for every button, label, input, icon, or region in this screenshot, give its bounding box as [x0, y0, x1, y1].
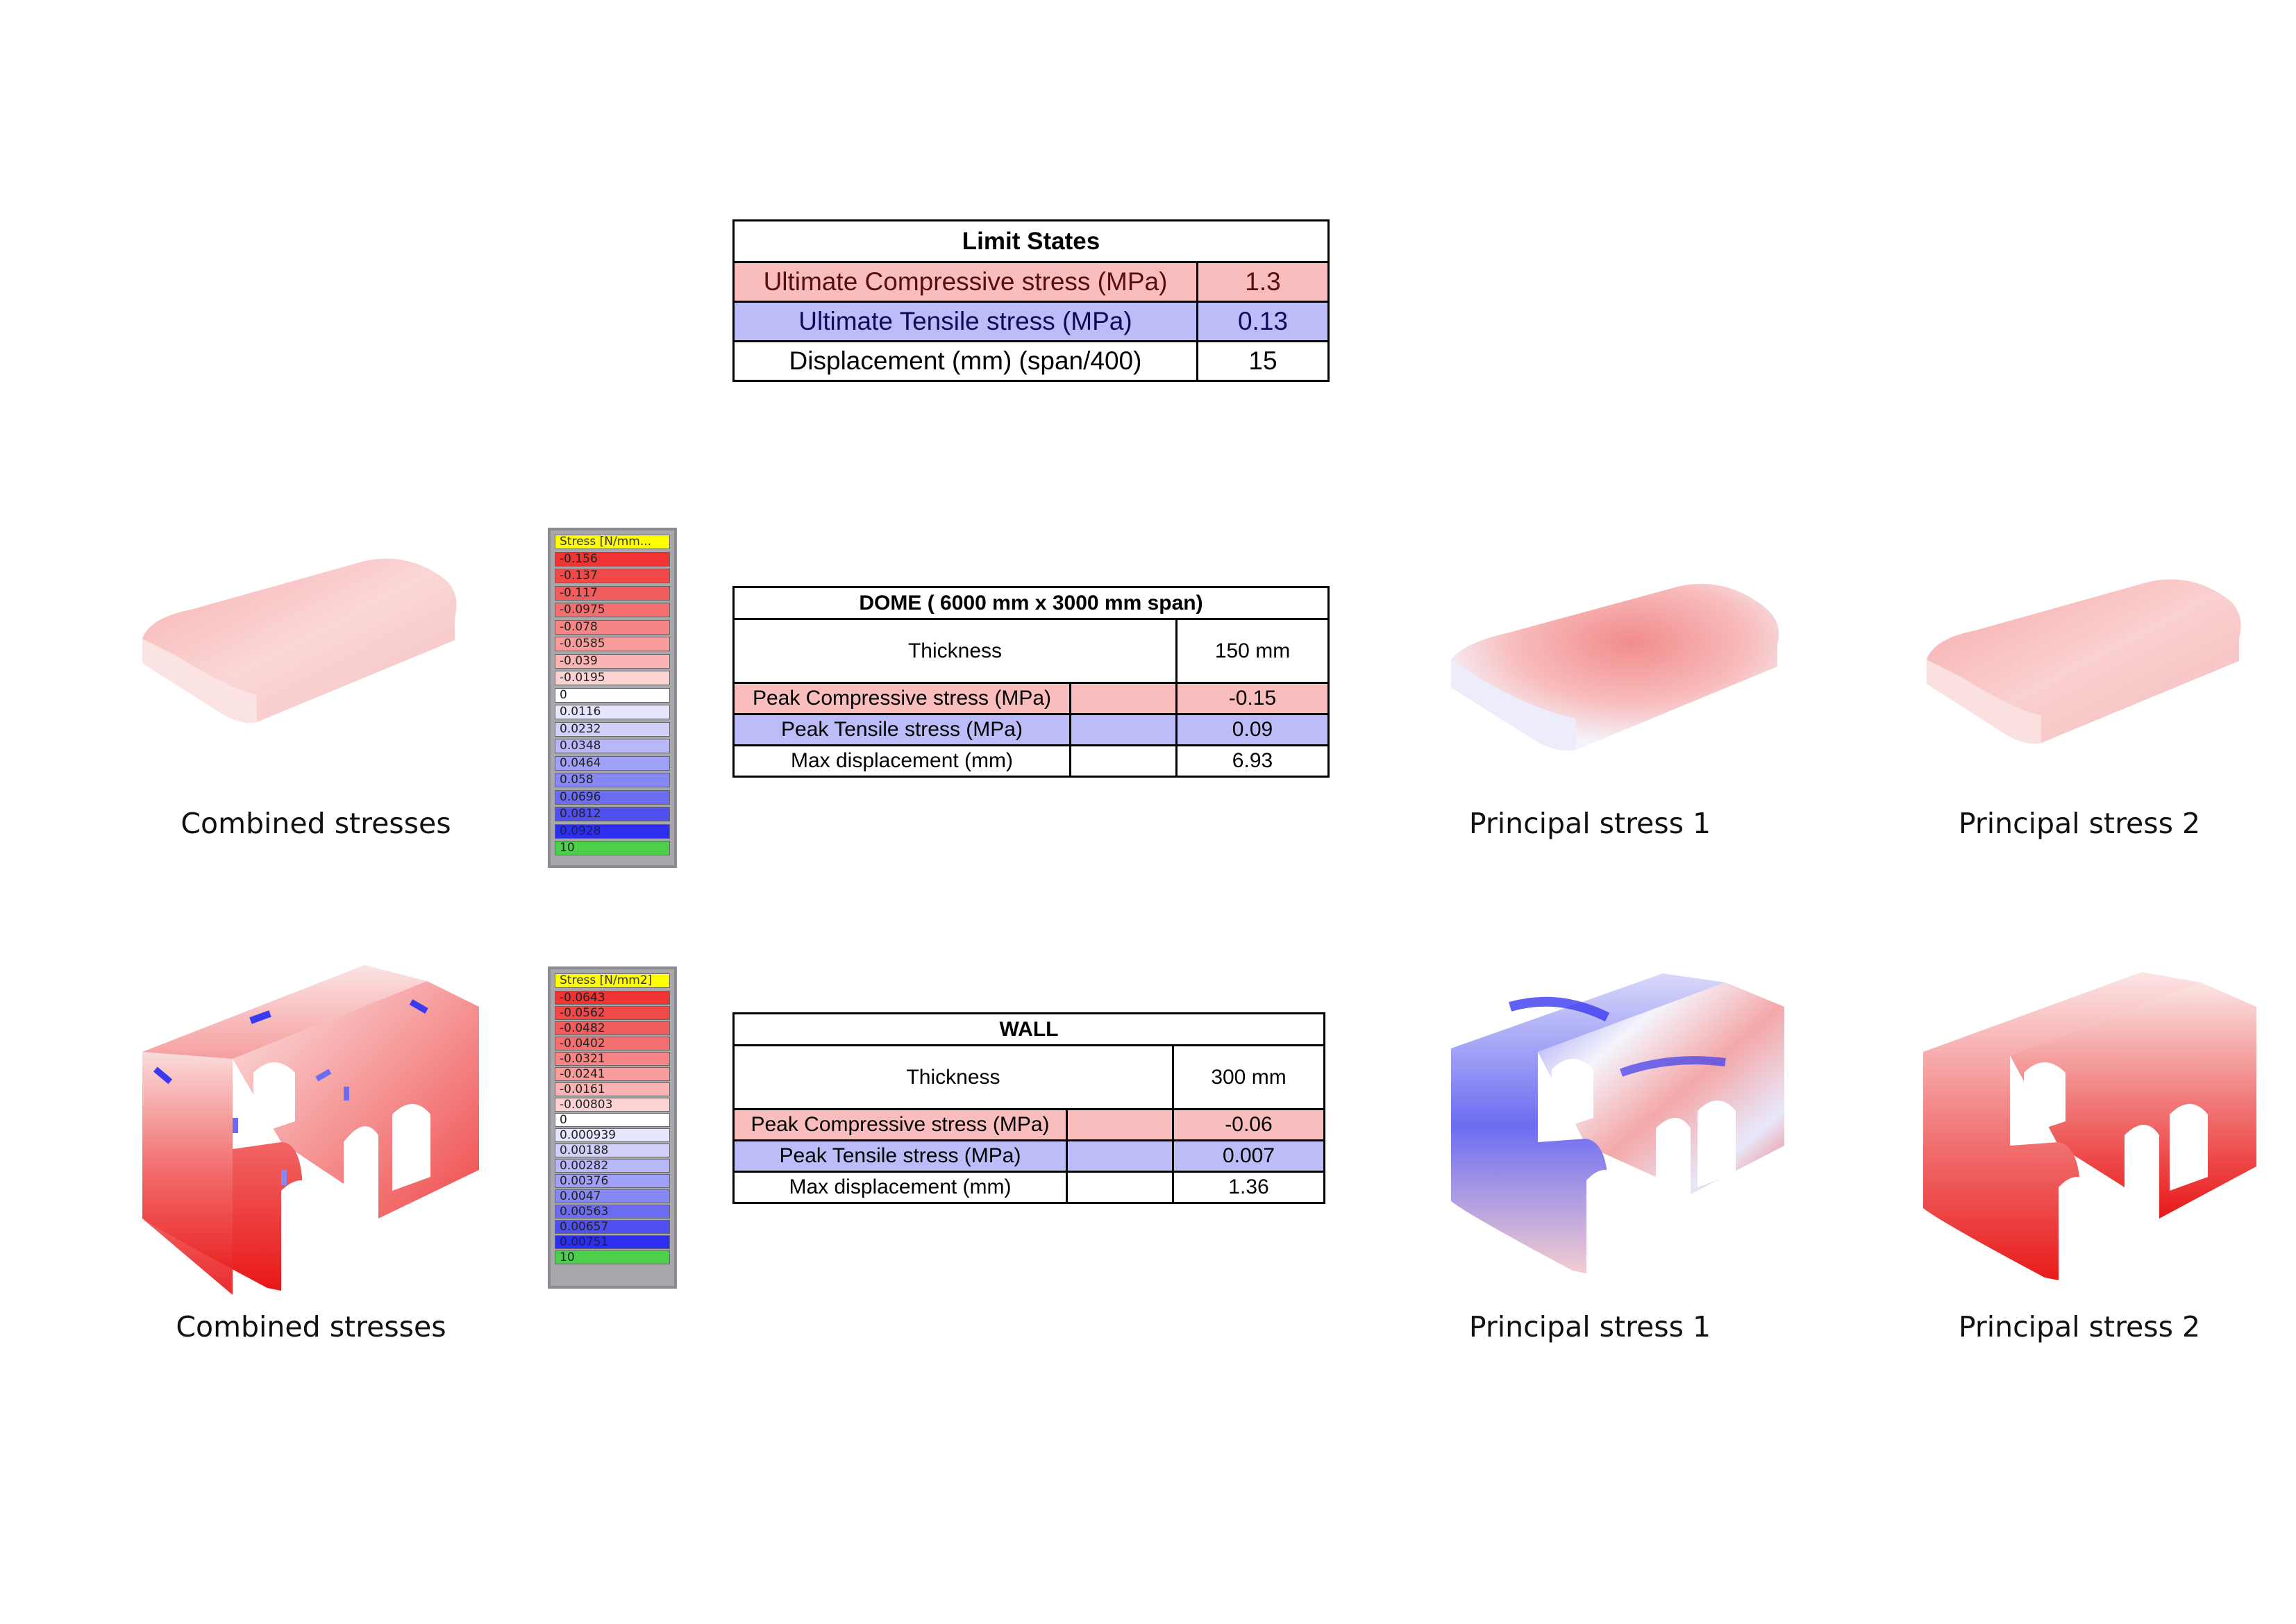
- dome-compressive-swatch: [1069, 682, 1178, 715]
- wall-principal-1-caption: Principal stress 1: [1468, 1310, 1711, 1343]
- legend-header: Stress [N/mm2]: [555, 973, 670, 988]
- legend-entry: -0.0195: [555, 671, 670, 685]
- legend-entry: 0: [555, 687, 670, 703]
- dome-principal-1-caption: Principal stress 1: [1468, 807, 1711, 840]
- wall-compressive-swatch: [1066, 1108, 1174, 1141]
- legend-entry: -0.0482: [555, 1021, 670, 1035]
- legend-entry: -0.0643: [555, 990, 670, 1005]
- legend-entry: 0.00282: [555, 1158, 670, 1173]
- dome-principal-stress-2-model: [1927, 579, 2241, 744]
- ultimate-tensile-label: Ultimate Tensile stress (MPa): [732, 301, 1198, 342]
- limit-states-title: Limit States: [732, 219, 1330, 263]
- dome-displacement-blank: [1069, 744, 1178, 778]
- legend-entry: 0.00188: [555, 1143, 670, 1157]
- legend-entry: 0.00657: [555, 1219, 670, 1234]
- dome-thickness-label: Thickness: [732, 618, 1178, 684]
- legend-entry: -0.0402: [555, 1036, 670, 1050]
- dome-combined-caption: Combined stresses: [181, 807, 451, 840]
- dome-combined-stress-model: [142, 558, 457, 723]
- legend-entry: 0.0928: [555, 823, 670, 839]
- dome-thickness-value: 150 mm: [1175, 618, 1330, 684]
- wall-title: WALL: [732, 1012, 1325, 1046]
- dome-tensile-swatch: [1069, 713, 1178, 746]
- legend-entry: 10: [555, 1250, 670, 1264]
- legend-header: Stress [N/mm...: [555, 535, 670, 549]
- legend-entry: 0.00751: [555, 1234, 670, 1249]
- limit-states-table: Limit States Ultimate Compressive stress…: [732, 219, 1330, 382]
- legend-entry: -0.156: [555, 551, 670, 567]
- legend-entry: -0.039: [555, 653, 670, 669]
- dome-stress-legend: Stress [N/mm... -0.156 -0.137 -0.117 -0.…: [548, 528, 677, 868]
- ultimate-tensile-value: 0.13: [1196, 301, 1330, 342]
- wall-peak-tensile-value: 0.007: [1172, 1139, 1325, 1173]
- displacement-limit-label: Displacement (mm) (span/400): [732, 340, 1198, 382]
- wall-combined-caption: Combined stresses: [176, 1310, 446, 1343]
- wall-peak-compressive-value: -0.06: [1172, 1108, 1325, 1141]
- wall-tensile-swatch: [1066, 1139, 1174, 1173]
- ultimate-compressive-value: 1.3: [1196, 261, 1330, 303]
- legend-entry: -0.00803: [555, 1097, 670, 1112]
- wall-principal-stress-1-model: [1451, 973, 1784, 1278]
- legend-entry: -0.0975: [555, 603, 670, 617]
- legend-entry: 0.000939: [555, 1128, 670, 1142]
- legend-entry: 0.0812: [555, 807, 670, 821]
- wall-stress-legend: Stress [N/mm2] -0.0643 -0.0562 -0.0482 -…: [548, 966, 677, 1289]
- wall-max-displacement-label: Max displacement (mm): [732, 1171, 1068, 1204]
- wall-displacement-blank: [1066, 1171, 1174, 1204]
- dome-max-displacement-value: 6.93: [1175, 744, 1330, 778]
- dome-results-table: DOME ( 6000 mm x 3000 mm span) Thickness…: [732, 586, 1330, 778]
- displacement-limit-value: 15: [1196, 340, 1330, 382]
- dome-peak-tensile-label: Peak Tensile stress (MPa): [732, 713, 1071, 746]
- wall-peak-compressive-label: Peak Compressive stress (MPa): [732, 1108, 1068, 1141]
- legend-entry: -0.0585: [555, 637, 670, 651]
- legend-entry: 0.058: [555, 773, 670, 787]
- legend-entry: 10: [555, 841, 670, 855]
- legend-entry: -0.0321: [555, 1051, 670, 1066]
- legend-entry: -0.0241: [555, 1066, 670, 1081]
- wall-thickness-value: 300 mm: [1172, 1044, 1325, 1110]
- wall-max-displacement-value: 1.36: [1172, 1171, 1325, 1204]
- legend-entry: 0.00376: [555, 1173, 670, 1188]
- dome-principal-2-caption: Principal stress 2: [1958, 807, 2201, 840]
- legend-entry: 0.0348: [555, 739, 670, 753]
- legend-entry: -0.0562: [555, 1005, 670, 1020]
- dome-principal-stress-1-model: [1451, 583, 1779, 751]
- dome-max-displacement-label: Max displacement (mm): [732, 744, 1071, 778]
- legend-entry: 0: [555, 1112, 670, 1127]
- dome-title: DOME ( 6000 mm x 3000 mm span): [732, 586, 1330, 620]
- legend-entry: -0.078: [555, 619, 670, 635]
- wall-thickness-label: Thickness: [732, 1044, 1174, 1110]
- legend-entry: 0.0116: [555, 705, 670, 719]
- legend-entry: 0.00563: [555, 1204, 670, 1219]
- legend-entry: -0.137: [555, 569, 670, 583]
- dome-peak-tensile-value: 0.09: [1175, 713, 1330, 746]
- legend-entry: -0.0161: [555, 1082, 670, 1096]
- ultimate-compressive-label: Ultimate Compressive stress (MPa): [732, 261, 1198, 303]
- legend-entry: -0.117: [555, 585, 670, 601]
- wall-principal-2-caption: Principal stress 2: [1958, 1310, 2201, 1343]
- wall-principal-stress-2-model: [1923, 972, 2256, 1284]
- dome-peak-compressive-value: -0.15: [1175, 682, 1330, 715]
- legend-entry: 0.0047: [555, 1189, 670, 1203]
- legend-entry: 0.0232: [555, 721, 670, 737]
- wall-results-table: WALL Thickness 300 mm Peak Compressive s…: [732, 1012, 1325, 1204]
- legend-entry: 0.0696: [555, 789, 670, 805]
- dome-peak-compressive-label: Peak Compressive stress (MPa): [732, 682, 1071, 715]
- wall-combined-stress-model: [142, 965, 479, 1295]
- wall-peak-tensile-label: Peak Tensile stress (MPa): [732, 1139, 1068, 1173]
- legend-entry: 0.0464: [555, 755, 670, 771]
